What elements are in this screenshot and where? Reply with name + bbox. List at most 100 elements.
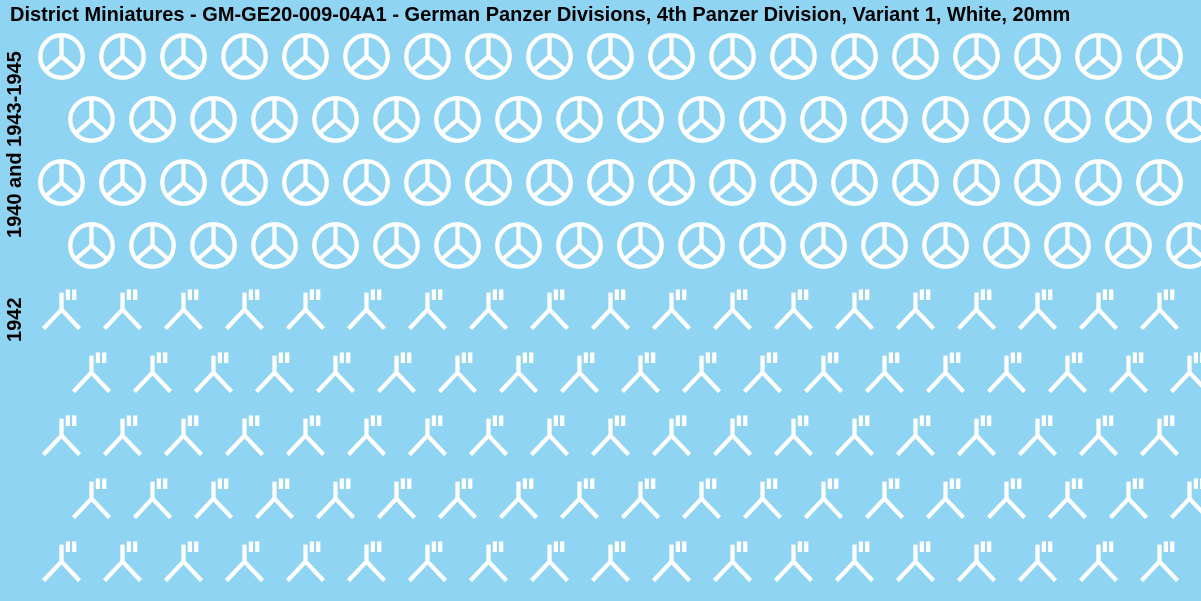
circle-emblem-icon	[248, 219, 301, 272]
circle-emblem-icon	[187, 219, 240, 272]
rune-emblem-icon	[157, 408, 210, 461]
rune-emblem-icon	[889, 408, 942, 461]
rune-emblem-icon	[645, 408, 698, 461]
circle-emblem-icon	[340, 30, 393, 83]
circle-emblem-icon	[279, 156, 332, 209]
rune-emblem-icon	[340, 282, 393, 335]
rune-emblem-icon	[126, 471, 179, 524]
rune-emblem-icon	[462, 534, 515, 587]
rune-emblem-icon	[736, 471, 789, 524]
rune-emblem-icon	[675, 471, 728, 524]
rune-emblem-icon	[157, 282, 210, 335]
rune-emblem-icon	[858, 345, 911, 398]
circle-emblem-icon	[126, 93, 179, 146]
decal-row	[35, 30, 1195, 83]
rune-emblem-icon	[462, 282, 515, 335]
rune-emblem-icon	[675, 345, 728, 398]
decal-grid	[35, 30, 1195, 587]
circle-emblem-icon	[553, 219, 606, 272]
rune-emblem-icon	[187, 345, 240, 398]
circle-emblem-icon	[919, 93, 972, 146]
circle-emblem-icon	[1102, 93, 1155, 146]
circle-emblem-icon	[858, 93, 911, 146]
rune-emblem-icon	[889, 282, 942, 335]
circle-emblem-icon	[828, 156, 881, 209]
circle-emblem-icon	[1041, 93, 1094, 146]
rune-emblem-icon	[65, 471, 118, 524]
circle-emblem-icon	[919, 219, 972, 272]
circle-emblem-icon	[1163, 219, 1201, 272]
circle-emblem-icon	[797, 219, 850, 272]
rune-emblem-icon	[980, 345, 1033, 398]
rune-emblem-icon	[401, 408, 454, 461]
circle-emblem-icon	[797, 93, 850, 146]
rune-emblem-icon	[767, 534, 820, 587]
rune-emblem-icon	[126, 345, 179, 398]
rune-emblem-icon	[736, 345, 789, 398]
rune-emblem-icon	[614, 471, 667, 524]
rune-emblem-icon	[462, 408, 515, 461]
rune-emblem-icon	[706, 534, 759, 587]
circle-emblem-icon	[157, 30, 210, 83]
circle-emblem-icon	[1011, 30, 1064, 83]
circle-emblem-icon	[492, 93, 545, 146]
circle-emblem-icon	[950, 156, 1003, 209]
rune-emblem-icon	[279, 282, 332, 335]
rune-emblem-icon	[248, 345, 301, 398]
rune-emblem-icon	[950, 282, 1003, 335]
circle-emblem-icon	[584, 30, 637, 83]
circle-emblem-icon	[1133, 30, 1186, 83]
rune-emblem-icon	[96, 282, 149, 335]
circle-emblem-icon	[1102, 219, 1155, 272]
circle-emblem-icon	[370, 219, 423, 272]
circle-emblem-icon	[706, 156, 759, 209]
rune-emblem-icon	[828, 282, 881, 335]
circle-emblem-icon	[401, 30, 454, 83]
circle-emblem-icon	[431, 93, 484, 146]
rune-emblem-icon	[218, 282, 271, 335]
circle-emblem-icon	[492, 219, 545, 272]
rune-emblem-icon	[553, 471, 606, 524]
rune-emblem-icon	[523, 282, 576, 335]
circle-emblem-icon	[1072, 156, 1125, 209]
circle-emblem-icon	[218, 30, 271, 83]
circle-emblem-icon	[126, 219, 179, 272]
circle-emblem-icon	[736, 219, 789, 272]
circle-emblem-icon	[614, 219, 667, 272]
circle-emblem-icon	[1163, 93, 1201, 146]
rune-emblem-icon	[1072, 282, 1125, 335]
rune-emblem-icon	[218, 534, 271, 587]
rune-emblem-icon	[218, 408, 271, 461]
rune-emblem-icon	[370, 345, 423, 398]
circle-emblem-icon	[218, 156, 271, 209]
rune-emblem-icon	[340, 408, 393, 461]
circle-emblem-icon	[462, 156, 515, 209]
decal-row	[35, 408, 1195, 461]
rune-emblem-icon	[980, 471, 1033, 524]
decal-row	[65, 93, 1195, 146]
rune-emblem-icon	[35, 408, 88, 461]
rune-emblem-icon	[1133, 534, 1186, 587]
rune-emblem-icon	[828, 534, 881, 587]
rune-emblem-icon	[96, 408, 149, 461]
rune-emblem-icon	[309, 471, 362, 524]
rune-emblem-icon	[797, 345, 850, 398]
rune-emblem-icon	[767, 282, 820, 335]
rune-emblem-icon	[1072, 408, 1125, 461]
circle-emblem-icon	[187, 93, 240, 146]
period-label-bottom: 1942	[4, 290, 27, 350]
rune-emblem-icon	[279, 408, 332, 461]
rune-emblem-icon	[950, 534, 1003, 587]
rune-emblem-icon	[1102, 471, 1155, 524]
decal-row	[65, 345, 1195, 398]
circle-emblem-icon	[767, 156, 820, 209]
rune-emblem-icon	[309, 345, 362, 398]
circle-emblem-icon	[309, 219, 362, 272]
rune-emblem-icon	[248, 471, 301, 524]
rune-emblem-icon	[858, 471, 911, 524]
decal-row	[35, 282, 1195, 335]
circle-emblem-icon	[767, 30, 820, 83]
rune-emblem-icon	[157, 534, 210, 587]
rune-emblem-icon	[1102, 345, 1155, 398]
decal-row	[35, 156, 1195, 209]
